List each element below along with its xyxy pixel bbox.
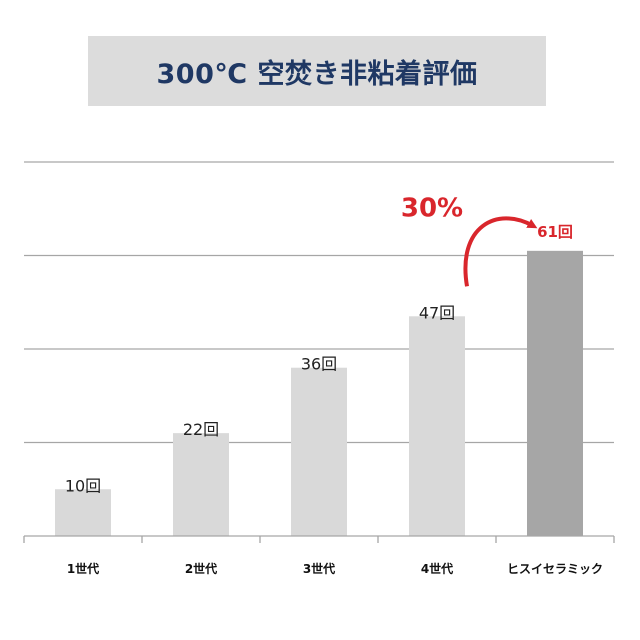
x-tick-label-1: 1世代 [67, 561, 99, 576]
chart-title-box: 300℃ 空焚き非粘着評価 [88, 36, 546, 106]
x-axis: 1世代 2世代 3世代 4世代 ヒスイセラミック [23, 535, 615, 576]
data-label-1: 10回 [65, 476, 101, 495]
bar-3 [291, 367, 347, 536]
data-label-5: 61回 [537, 223, 573, 241]
increase-annotation: 30% [401, 193, 538, 287]
data-label-4: 47回 [419, 303, 455, 322]
chart-title: 300℃ 空焚き非粘着評価 [156, 58, 478, 90]
bars [55, 250, 583, 536]
data-labels: 10回 22回 36回 47回 61回 [65, 223, 573, 495]
data-label-2: 22回 [183, 420, 219, 439]
x-tick-label-5: ヒスイセラミック [507, 562, 603, 576]
x-tick-label-2: 2世代 [185, 561, 217, 576]
bar-4 [409, 316, 465, 536]
increase-percentage: 30% [401, 193, 463, 223]
bar-1 [55, 489, 111, 536]
increase-arrow [463, 216, 538, 287]
bar-5 [527, 250, 583, 536]
data-label-3: 36回 [301, 355, 337, 374]
x-tick-label-4: 4世代 [421, 561, 453, 576]
x-tick-label-3: 3世代 [303, 561, 335, 576]
bar-2 [173, 433, 229, 536]
